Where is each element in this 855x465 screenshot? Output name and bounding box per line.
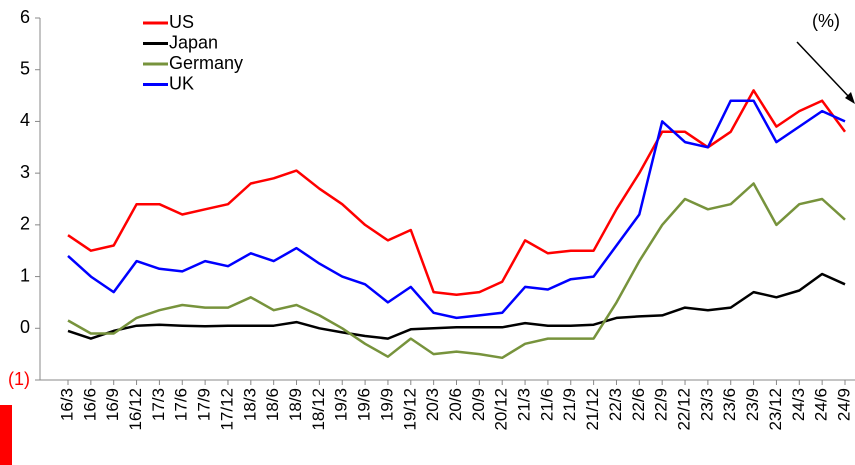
- x-tick-label: 23/12: [766, 388, 785, 431]
- series-line: [67, 99, 846, 320]
- x-tick-label: 22/6: [629, 388, 648, 421]
- x-tick-label: 18/6: [263, 388, 282, 421]
- x-tick-label: 17/3: [149, 388, 168, 421]
- y-tick-label: 4: [20, 110, 30, 130]
- x-tick-label: 19/3: [332, 388, 351, 421]
- x-tick-label: 16/3: [57, 388, 76, 421]
- legend-label: UK: [169, 73, 194, 93]
- legend-label: Japan: [169, 32, 218, 52]
- series-line: [67, 89, 847, 296]
- x-tick-label: 22/12: [675, 388, 694, 431]
- x-tick-label: 24/9: [834, 388, 853, 421]
- side-marker: [0, 405, 12, 465]
- x-tick-label: 22/3: [606, 388, 625, 421]
- y-tick-label: 0: [20, 317, 30, 337]
- x-tick-label: 19/6: [355, 388, 374, 421]
- legend-label: Germany: [169, 53, 243, 73]
- x-tick-label: 20/6: [446, 388, 465, 421]
- x-tick-label: 20/12: [492, 388, 511, 431]
- annotation-arrow: [796, 41, 851, 99]
- x-tick-label: 21/6: [537, 388, 556, 421]
- x-tick-label: 18/3: [240, 388, 259, 421]
- x-tick-label: 17/6: [172, 388, 191, 421]
- x-tick-label: 18/9: [286, 388, 305, 421]
- x-tick-label: 19/12: [400, 388, 419, 431]
- x-tick-label: 19/9: [377, 388, 396, 421]
- x-tick-label: 20/9: [469, 388, 488, 421]
- x-tick-label: 24/6: [812, 388, 831, 421]
- x-tick-label: 20/3: [423, 388, 442, 421]
- x-tick-label: 23/3: [697, 388, 716, 421]
- y-tick-label: 6: [20, 7, 30, 27]
- annotation-arrowhead: [845, 92, 855, 104]
- x-tick-label: 17/12: [217, 388, 236, 431]
- x-tick-label: 16/6: [80, 388, 99, 421]
- x-tick-label: 16/9: [103, 388, 122, 421]
- x-tick-label: 17/9: [195, 388, 214, 421]
- annotation: (%): [812, 11, 840, 31]
- x-tick-label: 23/6: [720, 388, 739, 421]
- x-tick-label: 24/3: [789, 388, 808, 421]
- y-tick-label: 5: [20, 58, 30, 78]
- y-tick-label: 2: [20, 214, 30, 234]
- series-line: [67, 272, 846, 340]
- legend-label: US: [169, 12, 194, 32]
- y-tick-label: (1): [8, 369, 30, 389]
- series-line: [67, 182, 846, 360]
- x-tick-label: 18/12: [309, 388, 328, 431]
- x-tick-label: 21/3: [515, 388, 534, 421]
- y-tick-label: 3: [20, 162, 30, 182]
- x-tick-label: 16/12: [126, 388, 145, 431]
- x-tick-label: 22/9: [652, 388, 671, 421]
- x-tick-label: 21/12: [583, 388, 602, 431]
- x-tick-label: 21/9: [560, 388, 579, 421]
- y-tick-label: 1: [20, 265, 30, 285]
- x-tick-label: 23/9: [743, 388, 762, 421]
